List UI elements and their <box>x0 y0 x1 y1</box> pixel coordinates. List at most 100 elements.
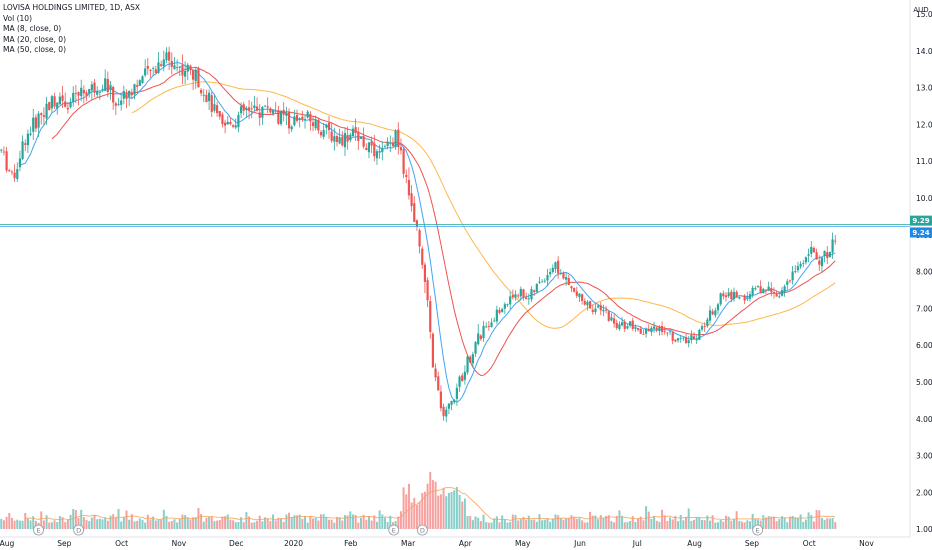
candle-body <box>365 147 368 151</box>
candle-body <box>722 293 725 297</box>
volume-bar <box>772 516 775 529</box>
volume-bar <box>320 514 323 529</box>
volume-bar <box>365 519 368 529</box>
volume-bar <box>431 480 434 529</box>
candle-body <box>429 301 432 332</box>
candle-body <box>21 141 24 160</box>
price-label: 9.24 <box>912 229 929 237</box>
volume-bar <box>597 519 600 529</box>
candle-body <box>434 368 437 378</box>
volume-bar <box>104 518 107 529</box>
candle-body <box>565 277 568 280</box>
volume-bar <box>541 520 544 529</box>
candle-body <box>295 115 299 121</box>
candle-body <box>575 291 578 296</box>
x-tick-label: 2020 <box>284 539 303 548</box>
candle-body <box>602 309 605 312</box>
volume-bar <box>490 522 493 529</box>
candle-body <box>623 321 626 329</box>
volume-bar <box>591 515 594 529</box>
candle-body <box>106 79 109 92</box>
volume-bar <box>503 519 506 529</box>
volume-bar <box>575 518 578 529</box>
volume-bar <box>258 515 261 529</box>
indicator-ma20[interactable]: MA (20, close, 0) <box>3 34 67 44</box>
candle-body <box>599 305 602 311</box>
candle-body <box>10 171 14 173</box>
volume-bar <box>240 517 243 529</box>
y-tick-label: 13.00 <box>916 84 932 93</box>
candle-body <box>636 327 640 330</box>
candle-body <box>698 329 701 340</box>
candle-body <box>437 376 440 391</box>
volume-bar <box>421 492 424 529</box>
candle-body <box>48 102 51 110</box>
candle-body <box>410 193 413 207</box>
candle-body <box>519 288 522 297</box>
volume-bar <box>50 522 53 529</box>
candle-body <box>277 110 280 124</box>
x-tick-label: May <box>515 539 531 548</box>
indicator-volume[interactable]: Vol (10) <box>3 13 33 23</box>
volume-bar <box>804 519 807 529</box>
candle-body <box>431 333 435 368</box>
indicator-ma50[interactable]: MA (50, close, 0) <box>3 45 67 55</box>
volume-bar <box>740 521 743 529</box>
volume-bar <box>677 521 680 529</box>
volume-bar <box>607 515 610 529</box>
candle-body <box>194 69 197 82</box>
volume-bar <box>226 514 229 529</box>
volume-bar <box>80 509 83 529</box>
candle-body <box>56 102 59 109</box>
volume-bar <box>666 521 669 529</box>
volume-bar <box>312 518 315 529</box>
volume-bar <box>706 515 709 529</box>
volume-bar <box>573 516 576 529</box>
volume-bar <box>301 518 304 529</box>
candle-body <box>383 146 387 148</box>
y-tick-label: 5.00 <box>916 378 932 387</box>
volume-bar <box>242 522 245 529</box>
y-tick-label: 15.00 <box>916 10 932 19</box>
volume-bar <box>458 494 461 529</box>
candle-body <box>263 105 267 107</box>
volume-bar <box>192 517 195 529</box>
volume-bar <box>213 521 216 529</box>
volume-bar <box>96 519 99 529</box>
candle-body <box>612 318 616 324</box>
volume-bar <box>322 514 325 529</box>
candle-body <box>13 172 16 179</box>
candle-body <box>567 278 570 285</box>
candle-body <box>828 252 832 257</box>
volume-bar <box>818 510 821 529</box>
volume-bar <box>346 515 349 529</box>
volume-bar <box>663 516 666 529</box>
volume-bar <box>248 516 251 529</box>
volume-bar <box>407 483 410 529</box>
x-tick-label: Feb <box>344 539 358 548</box>
volume-bar <box>210 516 213 529</box>
candle-body <box>650 327 653 333</box>
volume-bar <box>397 516 400 529</box>
ma50-line <box>131 81 836 329</box>
candle-body <box>807 254 810 256</box>
volume-bar <box>13 520 16 529</box>
event-marker <box>417 524 428 536</box>
volume-bar <box>578 518 581 529</box>
candle-body <box>453 399 456 403</box>
volume-bar <box>173 519 176 529</box>
candle-body <box>474 342 477 354</box>
candle-body <box>362 136 365 147</box>
candle-body <box>184 70 187 77</box>
volume-bar <box>610 521 613 529</box>
volume-bar <box>176 522 179 529</box>
candle-body <box>676 338 680 341</box>
event-marker <box>752 524 764 536</box>
indicator-ma8[interactable]: MA (8, close, 0) <box>3 24 62 34</box>
candle-body <box>367 142 371 153</box>
volume-bar <box>82 516 85 529</box>
candle-body <box>461 375 464 382</box>
volume-bar <box>88 521 91 529</box>
volume-bar <box>634 521 637 529</box>
